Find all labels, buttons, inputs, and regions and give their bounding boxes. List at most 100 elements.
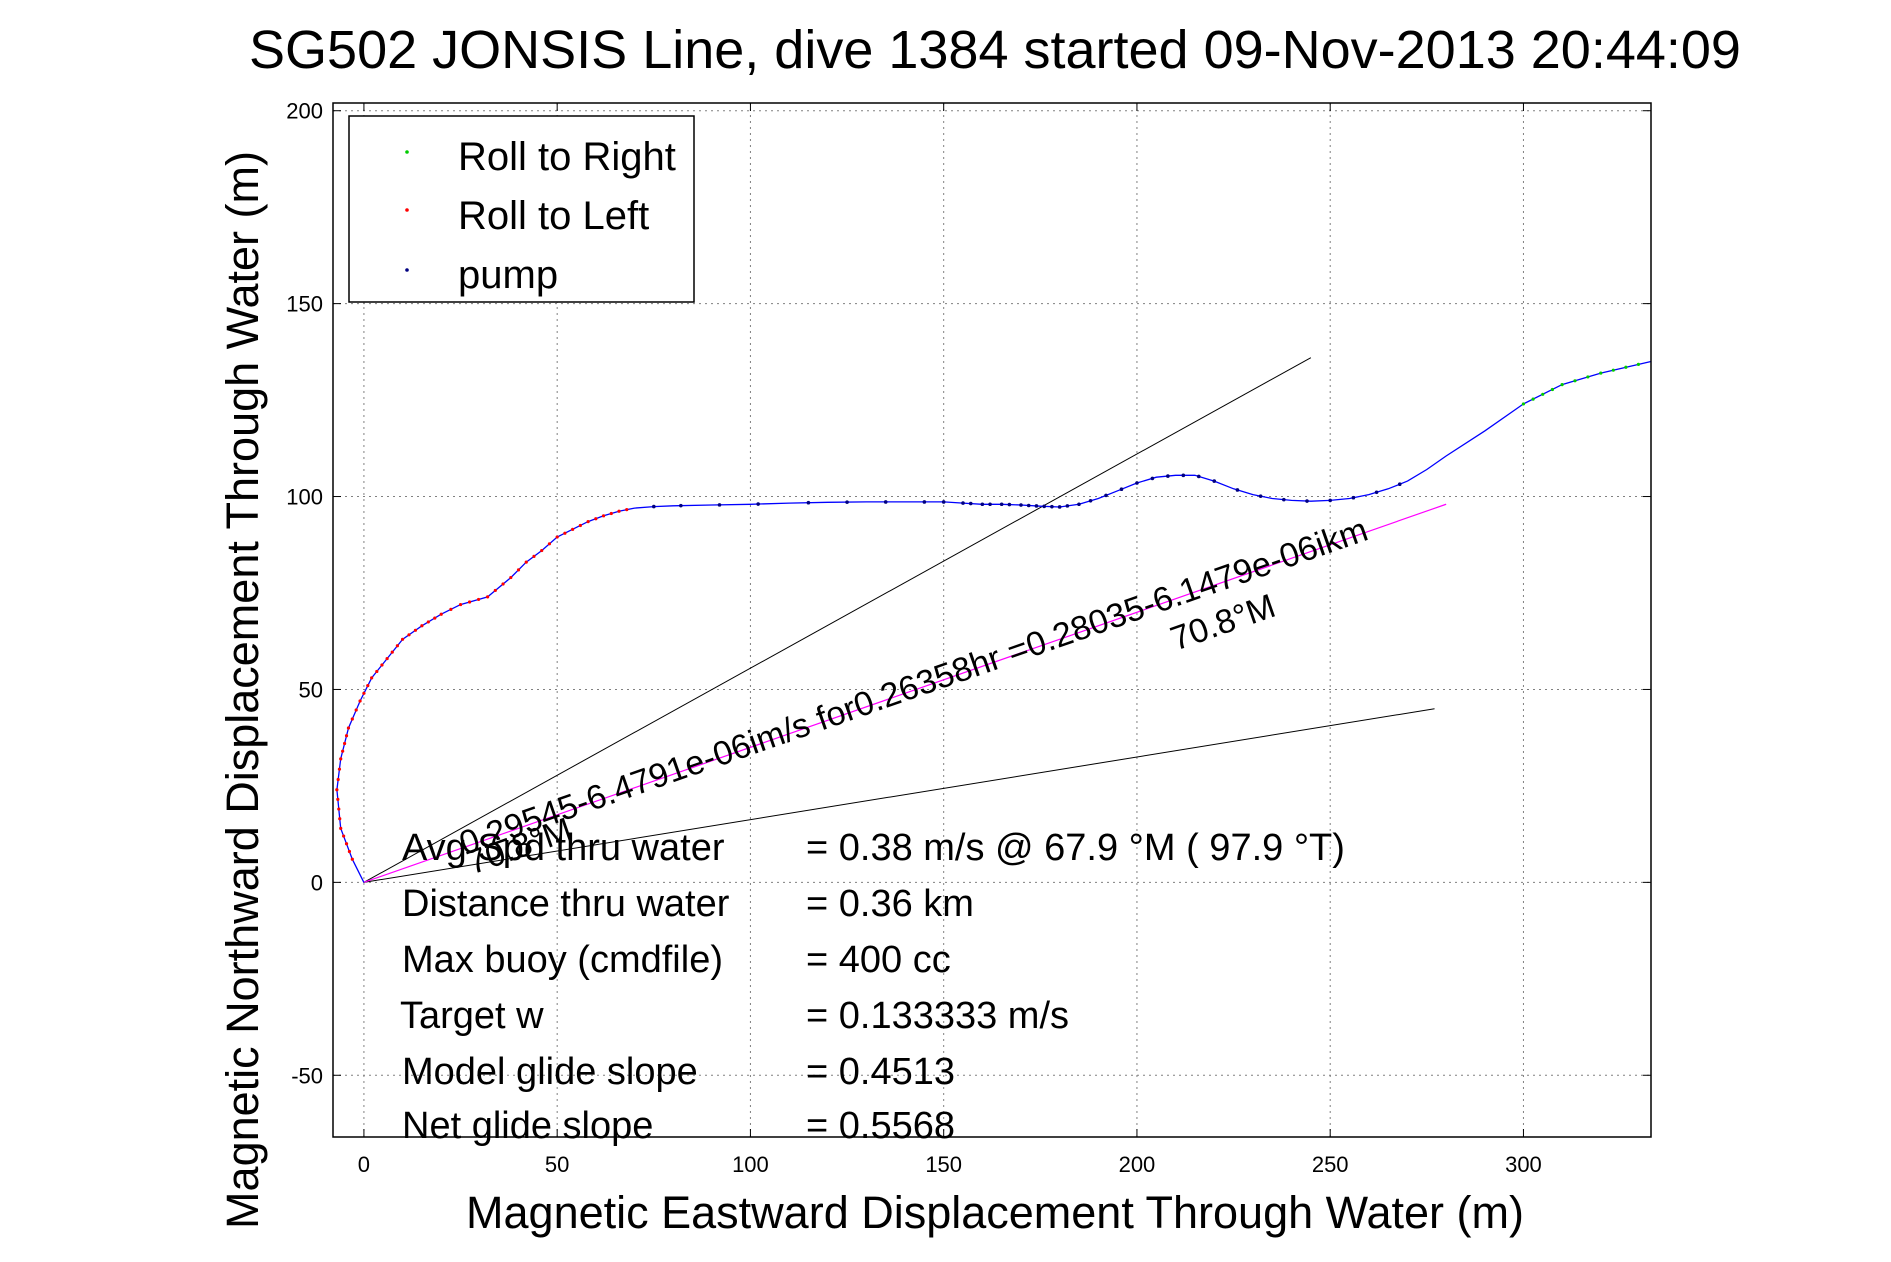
pump-marker: [1212, 479, 1217, 483]
roll-left-marker: [400, 637, 405, 641]
reference-line: [363, 357, 1312, 883]
pump-marker: [806, 500, 811, 505]
roll-right-marker: [1541, 392, 1545, 396]
stat-label-max-buoy: Max buoy (cmdfile): [402, 939, 723, 981]
grid-lines: [333, 103, 1651, 1137]
stat-label-net-glide: Net glide slope: [402, 1105, 653, 1147]
legend-marker-pump: [405, 268, 409, 272]
roll-left-marker: [362, 691, 366, 695]
pump-marker: [845, 500, 849, 504]
roll-left-marker: [449, 607, 453, 611]
pump-marker: [980, 502, 985, 507]
roll-left-marker: [385, 656, 389, 661]
roll-left-marker: [336, 797, 340, 802]
y-tick-label: 200: [286, 99, 323, 124]
roll-left-marker: [439, 612, 443, 616]
y-tick-label: 50: [299, 677, 323, 702]
pump-marker: [1077, 502, 1081, 507]
roll-left-marker: [586, 520, 590, 524]
pump-marker: [1351, 495, 1356, 500]
pump-marker: [1119, 487, 1124, 492]
roll-right-marker: [1560, 383, 1564, 387]
legend-roll-left: Roll to Left: [458, 194, 649, 238]
pump-marker: [1065, 504, 1070, 508]
pump-marker: [1305, 499, 1309, 503]
x-tick-label: 0: [358, 1152, 370, 1177]
pump-marker: [1181, 473, 1186, 478]
y-tick-label: 0: [311, 870, 323, 895]
stat-label-target-w: Target w: [400, 995, 544, 1037]
pump-marker: [1235, 488, 1240, 492]
roll-left-marker: [578, 523, 582, 528]
pump-marker: [1042, 504, 1046, 509]
roll-left-marker: [358, 699, 362, 703]
roll-left-marker: [344, 734, 349, 738]
x-tick-label: 150: [925, 1152, 962, 1177]
stat-value-avg-speed: = 0.38 m/s @ 67.9 °M ( 97.9 °T): [806, 827, 1345, 869]
roll-left-marker: [366, 683, 370, 688]
pump-marker: [1196, 474, 1201, 479]
roll-left-marker: [370, 676, 374, 680]
roll-left-marker: [426, 620, 430, 624]
roll-left-marker: [420, 624, 424, 628]
legend-marker-roll-left: [405, 208, 409, 212]
roll-left-marker: [380, 663, 384, 667]
axis-ticks: 0 50 100 150 200 250 300 -50 0 50 100 150 200: [286, 99, 1651, 1177]
avg-direction-line: [363, 503, 1447, 883]
x-tick-label: 200: [1119, 1152, 1156, 1177]
roll-left-marker: [609, 511, 613, 516]
pump-marker: [1026, 503, 1031, 508]
roll-left-marker: [617, 509, 621, 513]
roll-right-marker: [1521, 402, 1526, 406]
roll-right-marker: [1573, 379, 1577, 383]
pump-marker: [883, 500, 888, 504]
stats-block: Avg Spd thru water = 0.38 m/s @ 67.9 °M …: [400, 827, 1345, 1147]
roll-left-marker: [338, 817, 342, 821]
legend: Roll to Right Roll to Left pump: [348, 115, 695, 303]
roll-left-marker: [375, 669, 379, 674]
roll-left-marker: [555, 535, 559, 539]
roll-left-marker: [458, 602, 463, 607]
x-tick-label: 250: [1312, 1152, 1349, 1177]
legend-pump: pump: [458, 253, 558, 297]
roll-right-marker: [1636, 362, 1641, 366]
roll-right-marker: [1599, 371, 1603, 375]
pump-marker: [1057, 505, 1062, 509]
stat-value-max-buoy: = 400 cc: [806, 939, 951, 981]
pump-marker: [1007, 502, 1012, 507]
pump-marker: [679, 503, 683, 508]
pump-marker: [988, 502, 992, 507]
pump-marker: [1150, 476, 1155, 481]
roll-left-marker: [601, 514, 606, 518]
y-tick-label: 150: [286, 292, 323, 317]
pump-marker: [1374, 490, 1379, 495]
pump-marker: [961, 501, 965, 505]
roll-left-marker: [337, 767, 342, 771]
x-axis-label: Magnetic Eastward Displacement Through W…: [466, 1187, 1524, 1238]
pump-marker: [1397, 482, 1402, 486]
x-tick-label: 100: [732, 1152, 769, 1177]
pump-marker: [717, 503, 722, 507]
roll-left-marker: [413, 628, 418, 632]
pump-marker: [1135, 481, 1139, 485]
roll-left-marker: [501, 582, 505, 586]
roll-left-marker: [350, 717, 354, 721]
pump-marker: [1104, 493, 1108, 498]
pump-marker: [1258, 494, 1263, 498]
y-axis-label: Magnetic Northward Displacement Through …: [217, 151, 268, 1229]
roll-left-marker: [346, 726, 351, 730]
roll-left-marker: [493, 588, 497, 593]
roll-left-marker: [350, 857, 354, 861]
pump-marker: [999, 502, 1004, 507]
pump-marker: [756, 502, 760, 506]
plot-frame: [332, 102, 1652, 1138]
legend-marker-roll-right: [405, 150, 409, 154]
roll-left-marker: [433, 616, 437, 620]
roll-left-marker: [344, 842, 349, 846]
pump-marker: [652, 504, 656, 509]
roll-left-marker: [486, 595, 490, 599]
roll-left-marker: [524, 560, 528, 564]
roll-left-marker: [395, 644, 400, 648]
pump-marker: [1166, 474, 1170, 478]
stat-value-target-w: = 0.133333 m/s: [806, 995, 1069, 1037]
